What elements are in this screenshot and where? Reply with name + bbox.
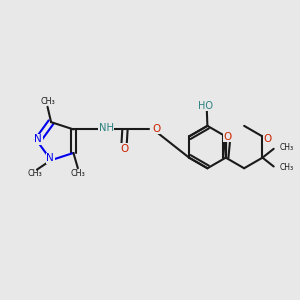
Text: NH: NH	[99, 123, 114, 133]
Text: CH₃: CH₃	[280, 163, 294, 172]
Text: CH₃: CH₃	[27, 169, 42, 178]
Text: O: O	[263, 134, 271, 144]
Text: O: O	[120, 144, 128, 154]
Text: CH₃: CH₃	[40, 97, 55, 106]
Text: O: O	[152, 124, 160, 134]
Text: O: O	[223, 132, 231, 142]
Text: CH₃: CH₃	[70, 169, 85, 178]
Text: N: N	[34, 134, 42, 144]
Text: N: N	[46, 153, 54, 164]
Text: HO: HO	[198, 101, 213, 111]
Text: CH₃: CH₃	[280, 143, 294, 152]
